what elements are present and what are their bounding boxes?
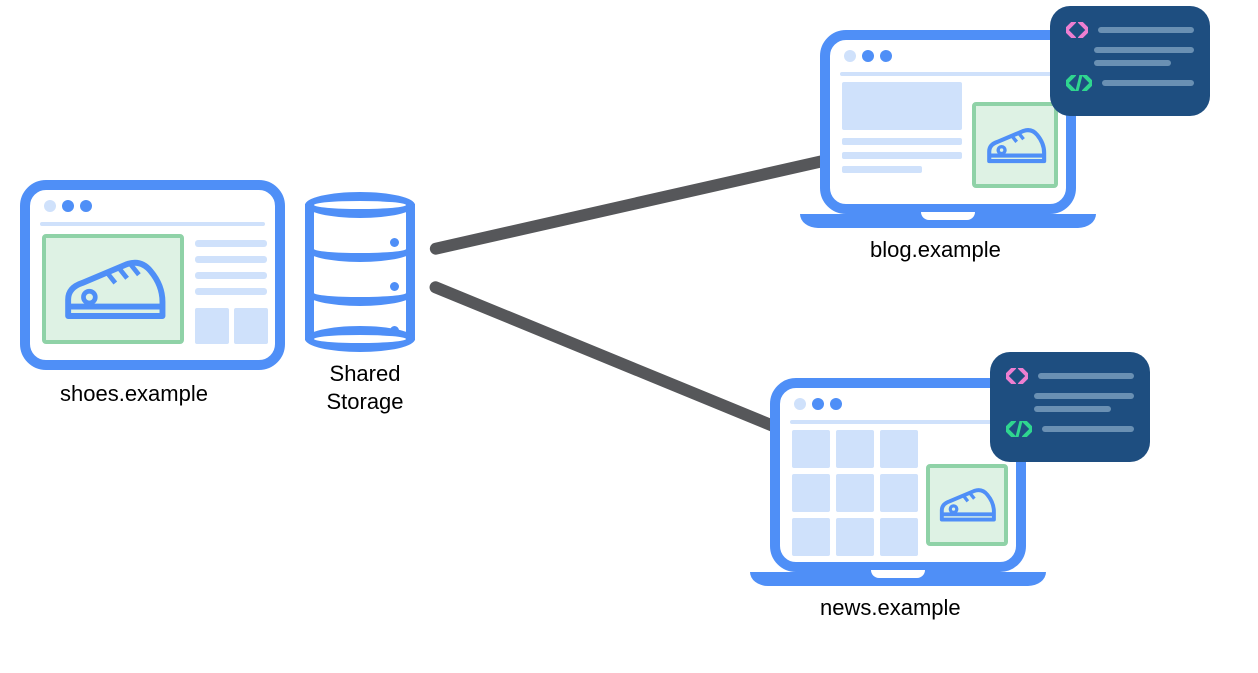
code-line [1094,47,1194,53]
grid-cell [836,518,874,556]
code-bracket-slash-icon [1066,75,1092,91]
shared-storage-database-icon [305,192,415,352]
grid-cell [880,474,918,512]
grid-cell [792,474,830,512]
worklet-code-icon [990,352,1150,462]
grid-cell [792,430,830,468]
content-block [842,138,962,145]
code-line [1042,426,1134,432]
shoe-ad-tile [972,102,1058,188]
window-controls-icons [794,398,842,410]
content-bar [195,272,267,279]
code-line [1098,27,1194,33]
shoe-icon [934,472,999,537]
worklet-code-icon [1050,6,1210,116]
grid-cell [836,430,874,468]
code-bracket-slash-icon [1006,421,1032,437]
source-browser-window [20,180,285,370]
content-bar [195,256,267,263]
code-bracket-icon [1006,368,1028,384]
code-line [1102,80,1194,86]
content-block [234,308,268,344]
laptop-base-icon [800,214,1096,228]
code-line [1034,393,1134,399]
code-line [1038,373,1134,379]
shoe-ad-tile [926,464,1008,546]
news-label: news.example [820,594,961,622]
shared-storage-label: Shared Storage [305,360,425,415]
shoe-ad-tile [42,234,184,344]
content-bar [195,288,267,295]
code-line [1094,60,1171,66]
grid-cell [880,518,918,556]
content-block [195,308,229,344]
blog-laptop-window [820,30,1076,214]
shoe-icon [54,244,172,334]
content-block [842,152,962,159]
window-controls-icons [44,200,92,212]
grid-cell [880,430,918,468]
news-laptop-window [770,378,1026,572]
source-label: shoes.example [60,380,208,408]
laptop-base-icon [750,572,1046,586]
content-block [842,82,962,130]
code-bracket-icon [1066,22,1088,38]
address-bar-rule [840,72,1056,76]
address-bar-rule [40,222,265,226]
blog-label: blog.example [870,236,1001,264]
shoe-icon [981,111,1050,180]
grid-cell [836,474,874,512]
address-bar-rule [790,420,1006,424]
code-line [1034,406,1111,412]
window-controls-icons [844,50,892,62]
content-block [842,166,922,173]
grid-cell [792,518,830,556]
content-bar [195,240,267,247]
